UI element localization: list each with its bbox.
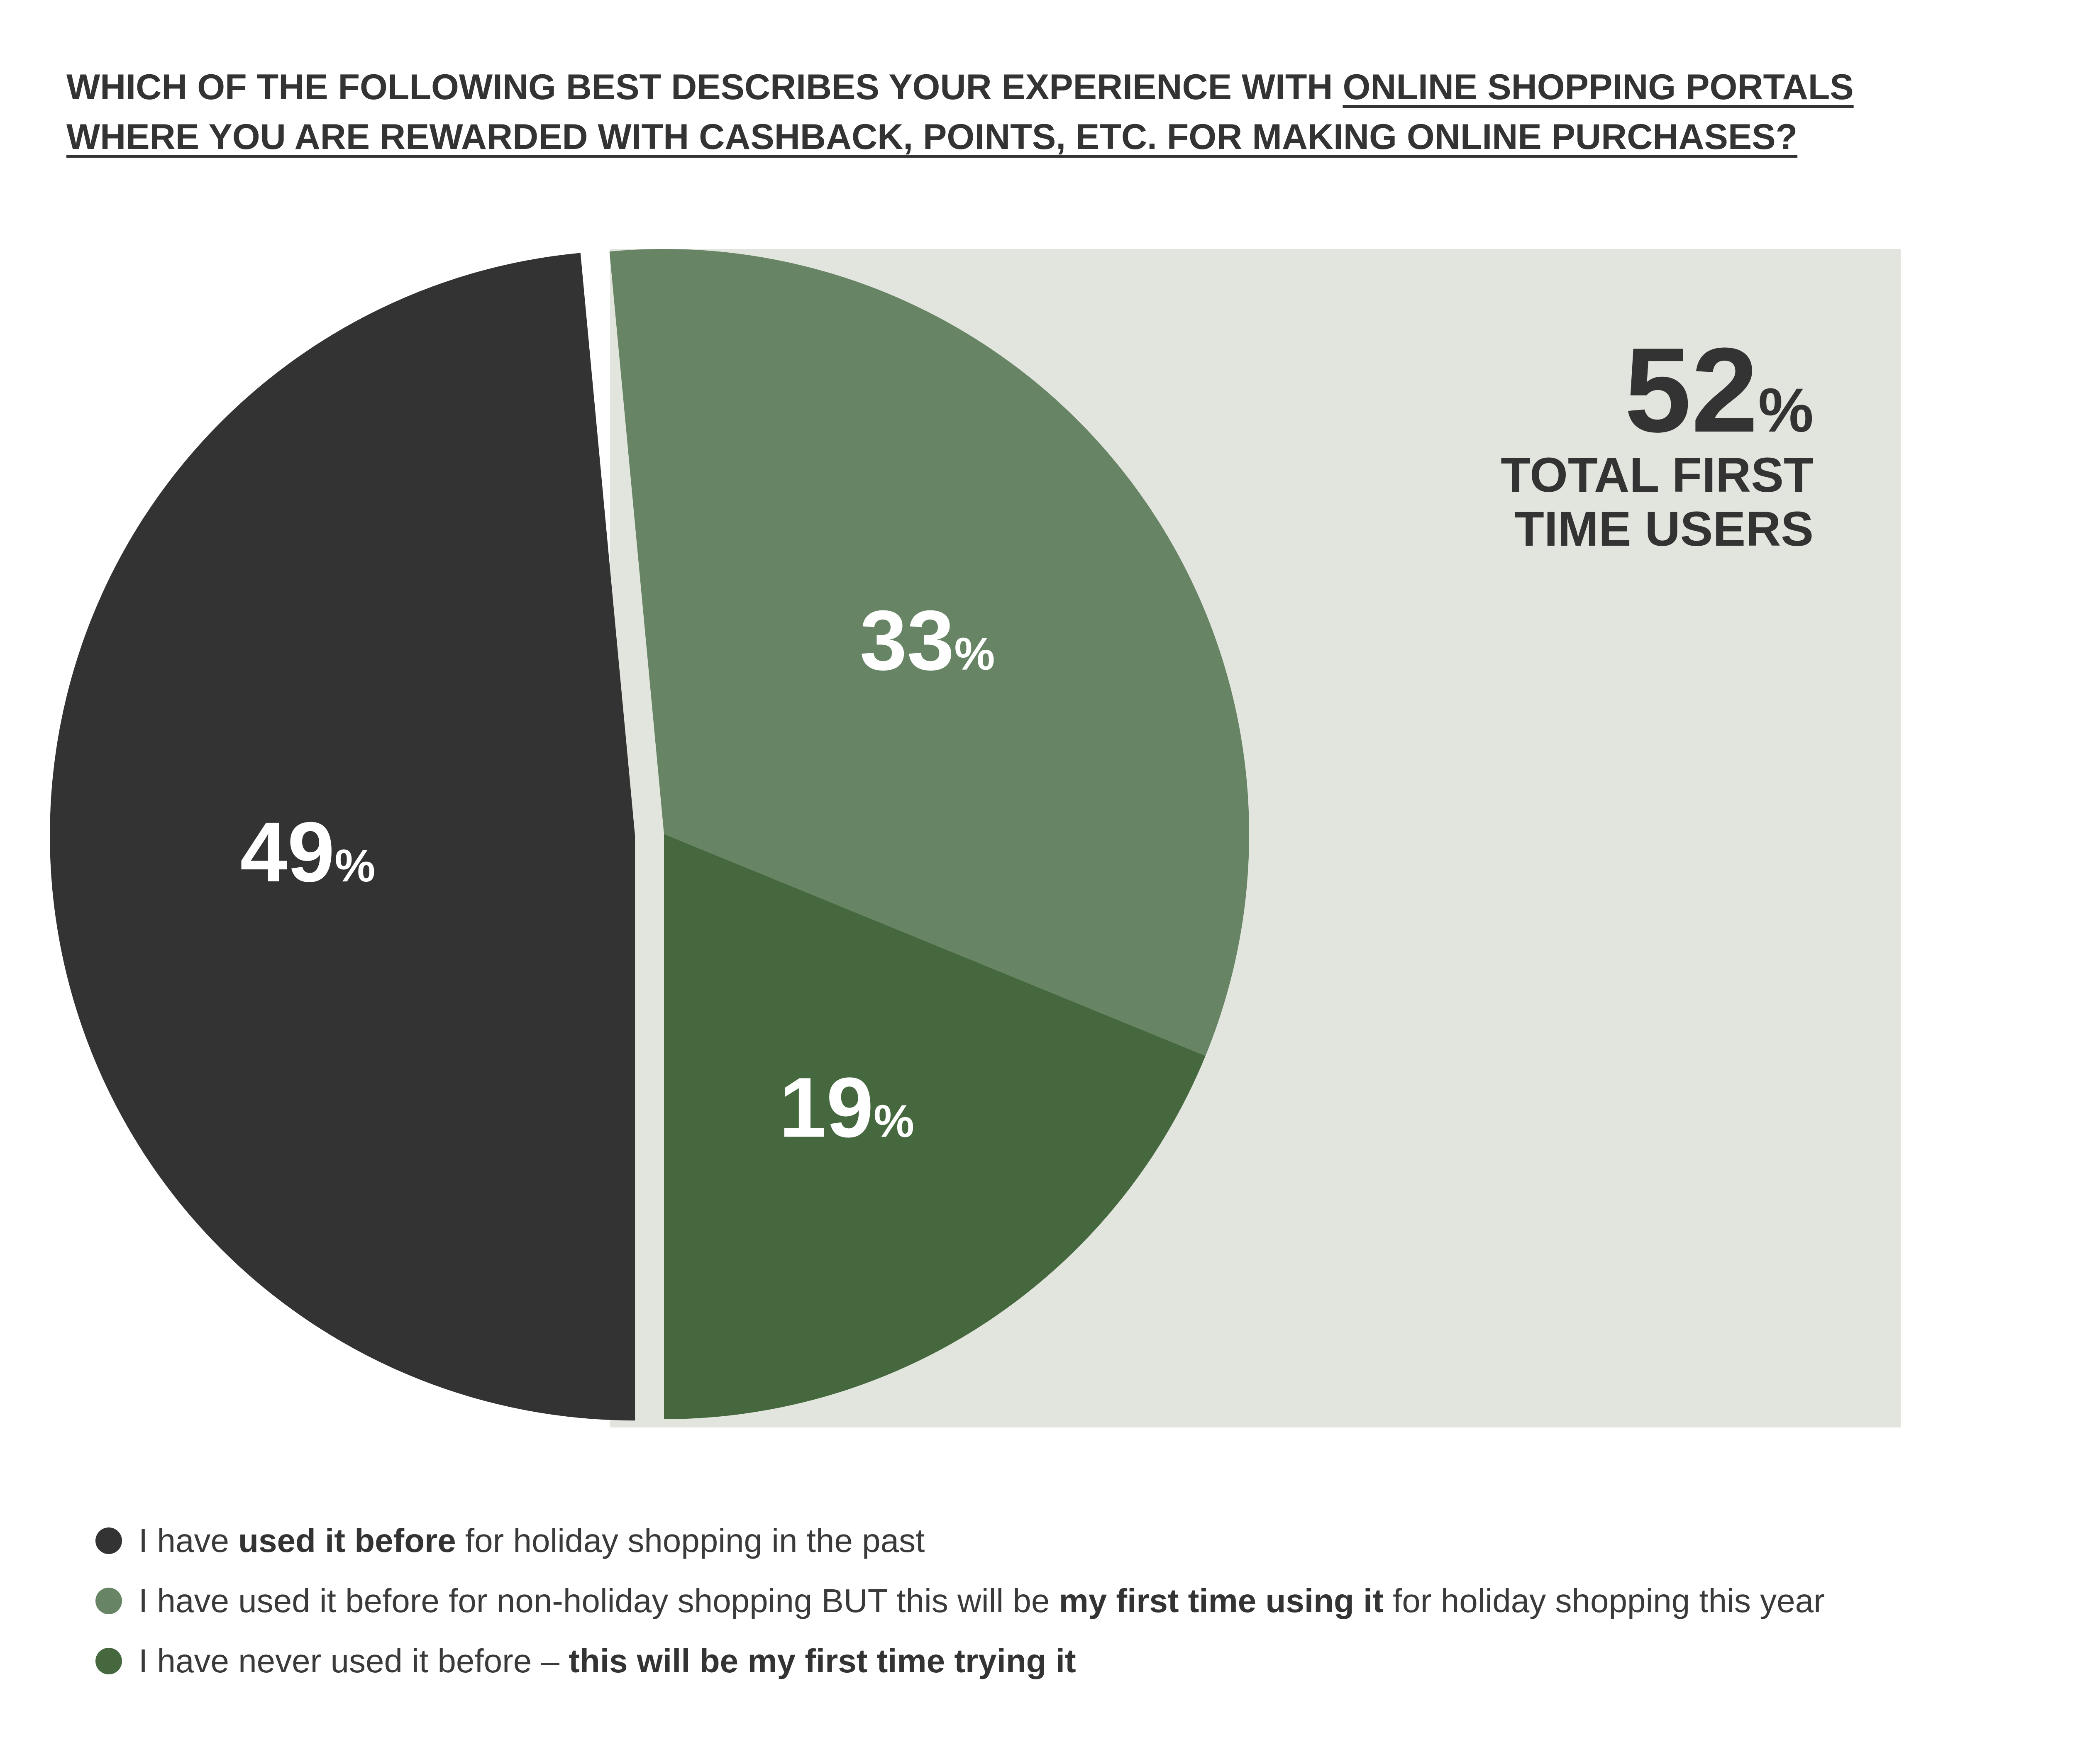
- legend: I have used it before for holiday shoppi…: [95, 1510, 2046, 1691]
- slice-label-number-used-before: 49: [240, 805, 334, 900]
- legend-text-non-holiday: I have used it before for non-holiday sh…: [139, 1582, 1825, 1619]
- legend-swatch-used-before: [95, 1527, 122, 1554]
- total-value-unit: %: [1758, 375, 1814, 445]
- pie-chart: 49%33%19% 52% TOTAL FIRST TIME USERS: [50, 249, 1901, 1427]
- slice-label-used-before: 49%: [240, 805, 375, 900]
- total-caption-line2: TIME USERS: [1514, 502, 1814, 556]
- legend-item-never-used: I have never used it before – this will …: [95, 1631, 2046, 1691]
- slice-label-unit-never-used: %: [874, 1095, 914, 1147]
- pie-slice-non-holiday: [609, 249, 1249, 1056]
- legend-text-never-used: I have never used it before – this will …: [139, 1642, 1076, 1679]
- slice-label-unit-used-before: %: [334, 840, 375, 891]
- legend-item-used-before: I have used it before for holiday shoppi…: [95, 1510, 2046, 1571]
- slice-label-non-holiday: 33%: [860, 593, 995, 688]
- title-line1-underlined: ONLINE SHOPPING PORTALS: [1343, 67, 1854, 107]
- pie-slice-labels: 49%33%19%: [240, 593, 995, 1155]
- title-line1-plain: WHICH OF THE FOLLOWING BEST DESCRIBES YO…: [66, 67, 1343, 107]
- pie-slices: [50, 249, 1249, 1421]
- pie-slice-used-before: [50, 253, 635, 1421]
- legend-swatch-never-used: [95, 1647, 122, 1674]
- total-caption-line1: TOTAL FIRST: [1501, 448, 1814, 503]
- legend-text-used-before: I have used it before for holiday shoppi…: [139, 1522, 925, 1559]
- title-line2-underlined: WHERE YOU ARE REWARDED WITH CASHBACK, PO…: [66, 117, 1798, 157]
- total-value-number: 52: [1624, 323, 1758, 457]
- chart-title: WHICH OF THE FOLLOWING BEST DESCRIBES YO…: [66, 62, 2017, 162]
- slice-label-number-never-used: 19: [779, 1060, 874, 1155]
- total-value-label: 52%: [1624, 323, 1814, 457]
- first-time-users-callout: 52% TOTAL FIRST TIME USERS: [1501, 323, 1814, 556]
- legend-swatch-non-holiday: [95, 1587, 122, 1614]
- slice-label-never-used: 19%: [779, 1060, 914, 1155]
- legend-item-non-holiday: I have used it before for non-holiday sh…: [95, 1571, 2046, 1631]
- slice-label-number-non-holiday: 33: [860, 593, 954, 688]
- pie-slice-never-used: [664, 834, 1206, 1419]
- slice-label-unit-non-holiday: %: [954, 629, 995, 680]
